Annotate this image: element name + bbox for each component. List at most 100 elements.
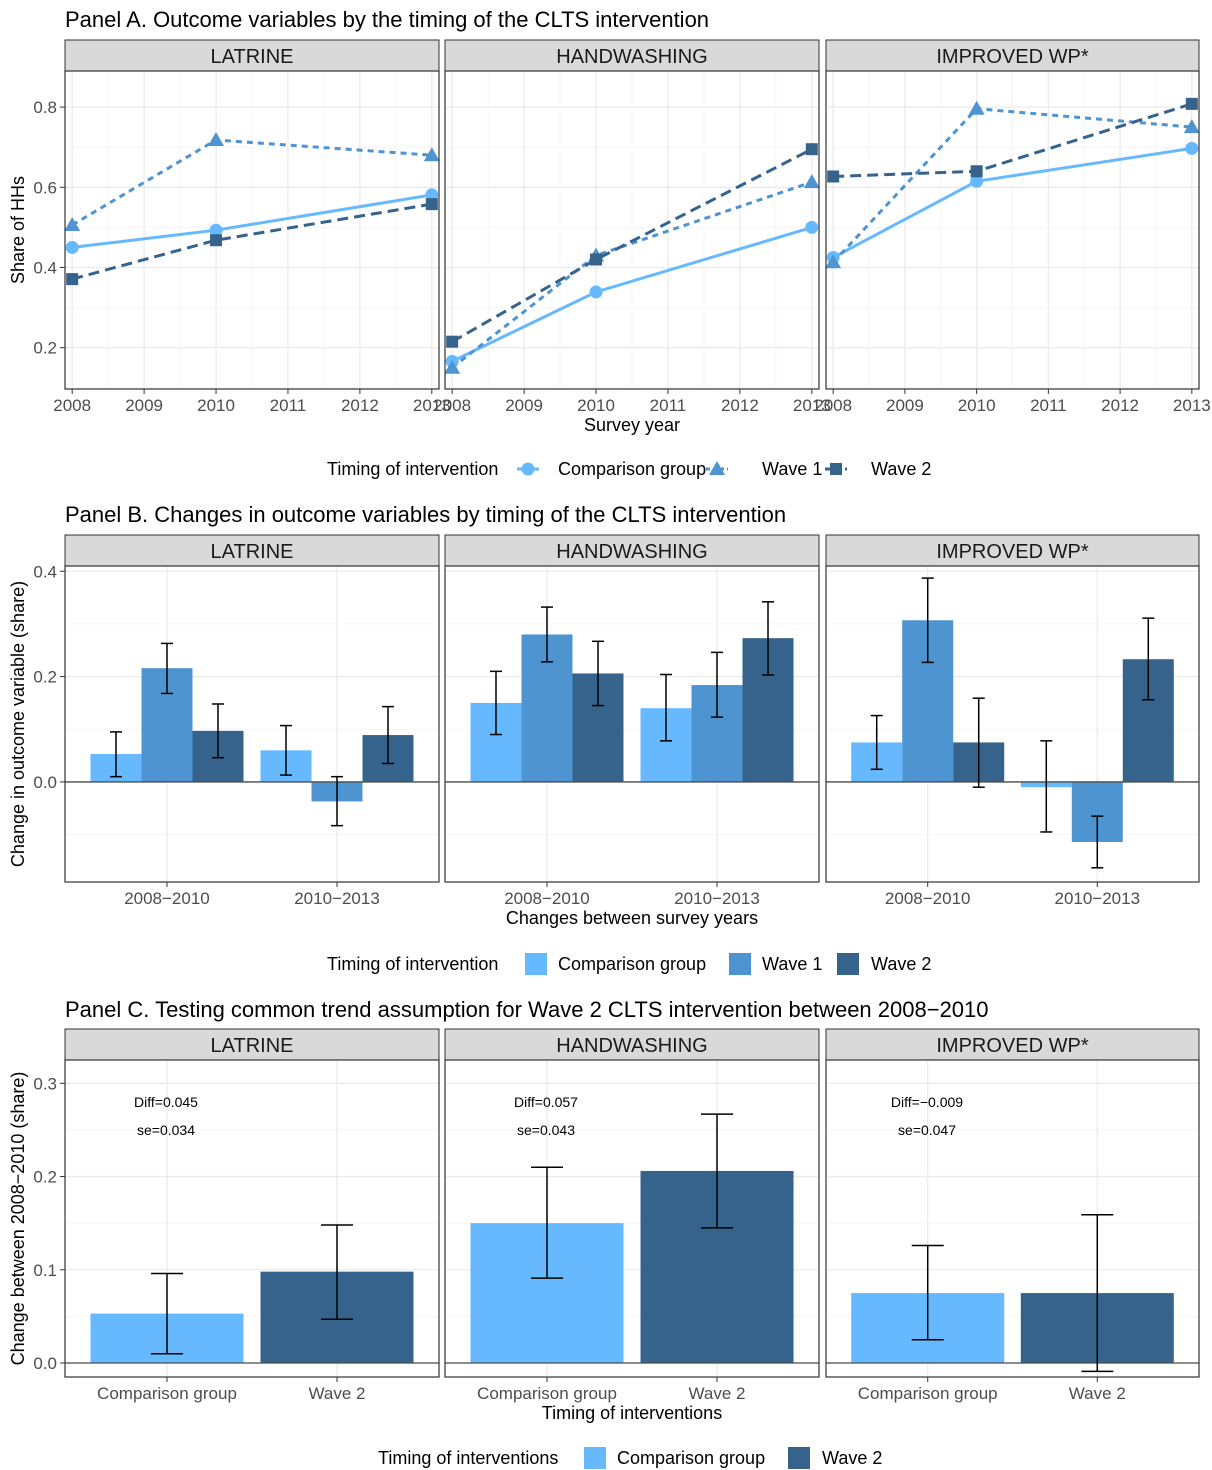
data-point <box>803 174 820 189</box>
x-tick-label: 2011 <box>270 396 307 415</box>
data-point <box>209 223 223 237</box>
x-tick-label: Wave 2 <box>1069 1384 1126 1403</box>
y-tick-label: 0.0 <box>33 773 57 792</box>
facet-strip <box>64 534 440 567</box>
series-line <box>71 202 433 281</box>
data-point <box>1185 97 1198 110</box>
data-point <box>446 335 459 348</box>
data-point <box>65 240 79 254</box>
data-point <box>423 147 440 162</box>
facet-strip <box>825 1028 1200 1061</box>
x-tick-label: 2010 <box>577 396 615 415</box>
x-tick-label: 2012 <box>721 396 759 415</box>
data-point <box>827 170 840 183</box>
data-point <box>210 234 223 247</box>
panel-b: Panel B. Changes in outcome variables by… <box>8 502 1200 975</box>
y-tick-label: 0.0 <box>33 1354 57 1373</box>
legend-label: Wave 1 <box>762 954 822 974</box>
data-point <box>1185 141 1199 155</box>
data-point <box>589 285 603 299</box>
legend-key-swatch <box>584 1447 606 1469</box>
data-point <box>208 131 225 146</box>
y-axis-title: Share of HHs <box>8 176 28 284</box>
facet-strip <box>64 1028 440 1061</box>
x-axis-title: Survey year <box>584 415 680 435</box>
annotation-label: se=0.043 <box>517 1122 575 1138</box>
x-axis-title: Changes between survey years <box>506 908 758 928</box>
x-tick-label: 2013 <box>413 396 451 415</box>
legend-key-marker <box>521 462 535 476</box>
x-tick-label: 2008−2010 <box>124 889 210 908</box>
annotation-label: Diff=0.045 <box>134 1094 198 1110</box>
annotation-label: Diff=0.057 <box>514 1094 578 1110</box>
panel-border <box>825 565 1200 883</box>
legend-label: Wave 1 <box>762 459 822 479</box>
facet-strip <box>444 1028 820 1061</box>
annotation-label: Diff=−0.009 <box>891 1094 963 1110</box>
legend-label: Wave 2 <box>822 1448 882 1468</box>
data-point <box>590 253 603 266</box>
y-tick-label: 0.6 <box>33 178 57 197</box>
data-point <box>805 143 818 156</box>
data-point <box>825 254 842 269</box>
data-point <box>968 100 985 115</box>
facet-strip-label: LATRINE <box>211 541 294 563</box>
legend-title: Timing of intervention <box>327 954 498 974</box>
facet-strip <box>64 39 440 72</box>
x-tick-label: 2009 <box>886 396 924 415</box>
y-tick-label: 0.1 <box>33 1261 57 1280</box>
x-tick-label: 2013 <box>1173 396 1211 415</box>
data-point <box>970 165 983 178</box>
facet-strip-label: IMPROVED WP* <box>936 46 1088 68</box>
legend-label: Comparison group <box>617 1448 765 1468</box>
legend: Timing of interventions Comparison group W… <box>378 1447 882 1469</box>
legend-key-swatch <box>837 953 859 975</box>
x-tick-label: 2008 <box>433 396 471 415</box>
facet-strip-label: IMPROVED WP* <box>936 541 1088 563</box>
panel-title: Panel A. Outcome variables by the timing… <box>65 7 709 32</box>
data-point <box>970 174 984 188</box>
x-tick-label: Wave 2 <box>689 1384 746 1403</box>
legend-title: Timing of interventions <box>378 1448 558 1468</box>
legend-key-marker <box>709 461 725 475</box>
panel-border <box>825 70 1200 390</box>
x-tick-label: 2008−2010 <box>504 889 590 908</box>
legend-key-swatch <box>788 1447 810 1469</box>
facet-strip <box>444 534 820 567</box>
x-tick-label: 2008 <box>814 396 852 415</box>
legend-label: Comparison group <box>558 459 706 479</box>
facet-strip-label: LATRINE <box>211 1035 294 1057</box>
x-tick-label: 2009 <box>505 396 543 415</box>
facet-strip-label: HANDWASHING <box>556 1035 707 1057</box>
panel-title: Panel B. Changes in outcome variables by… <box>65 502 786 527</box>
annotation-label: se=0.034 <box>137 1122 195 1138</box>
panel-border <box>64 1059 440 1378</box>
facet-strip-label: LATRINE <box>211 46 294 68</box>
x-tick-label: 2008−2010 <box>885 889 971 908</box>
x-tick-label: 2008 <box>53 396 91 415</box>
annotation-label: se=0.047 <box>898 1122 956 1138</box>
panel-title: Panel C. Testing common trend assumption… <box>65 997 989 1022</box>
x-axis-title: Timing of interventions <box>542 1403 722 1423</box>
y-axis-title: Change in outcome variable (share) <box>8 581 28 867</box>
legend-key-swatch <box>729 953 751 975</box>
data-point <box>425 198 438 211</box>
data-point <box>805 220 819 234</box>
legend-label: Comparison group <box>558 954 706 974</box>
series-line <box>451 147 813 344</box>
series-line <box>451 180 813 369</box>
panel-border <box>64 565 440 883</box>
panel-a: Panel A. Outcome variables by the timing… <box>8 7 1211 479</box>
facet-strip <box>825 534 1200 567</box>
x-tick-label: 2012 <box>1101 396 1139 415</box>
facet-strip-label: HANDWASHING <box>556 541 707 563</box>
legend: Timing of intervention Comparison group Wa… <box>327 459 931 479</box>
x-tick-label: Comparison group <box>477 1384 617 1403</box>
legend: Timing of intervention Comparison group Wa… <box>327 953 931 975</box>
facet-strip <box>825 39 1200 72</box>
data-point <box>66 273 79 286</box>
y-axis-title: Change between 2008−2010 (share) <box>8 1072 28 1366</box>
y-tick-label: 0.2 <box>33 339 57 358</box>
y-tick-label: 0.3 <box>33 1074 57 1093</box>
